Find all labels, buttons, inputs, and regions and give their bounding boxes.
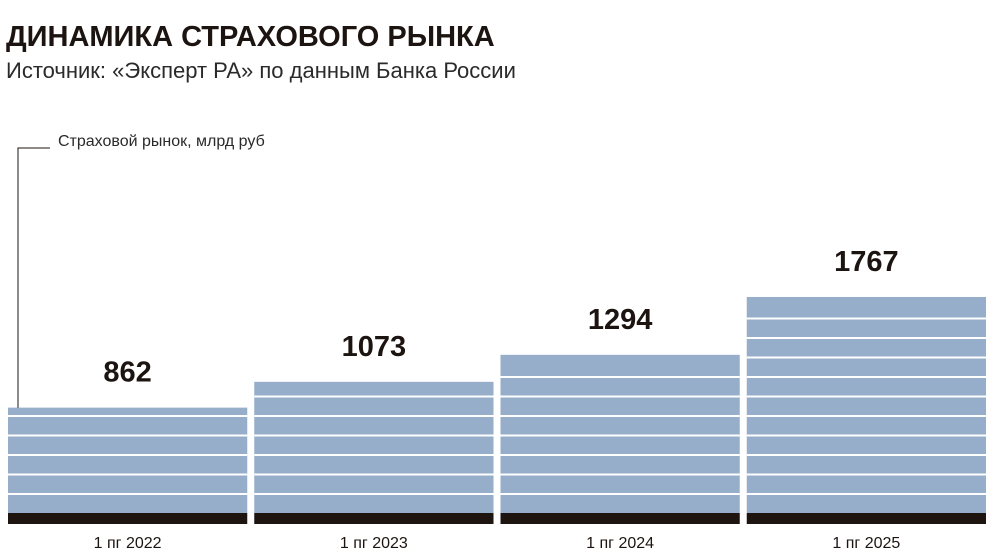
baseline-band — [8, 513, 248, 524]
annotation: Страховой рынок, млрд руб — [58, 133, 265, 150]
bar — [8, 407, 248, 513]
chart-subtitle: Источник: «Эксперт РА» по данным Банка Р… — [6, 58, 516, 83]
value-label: 1073 — [342, 331, 407, 363]
baseline-band — [500, 513, 740, 524]
x-tick-label: 1 пг 2025 — [832, 535, 900, 552]
value-label: 1294 — [588, 304, 653, 336]
value-label: 862 — [103, 357, 151, 389]
baseline-band — [254, 513, 494, 524]
x-tick-label: 1 пг 2022 — [94, 535, 162, 552]
x-tick-label: 1 пг 2023 — [340, 535, 408, 552]
chart-title: ДИНАМИКА СТРАХОВОГО РЫНКА — [6, 21, 495, 53]
bar — [500, 354, 740, 513]
value-label: 1767 — [834, 246, 899, 278]
baseline-band — [746, 513, 986, 524]
bar — [746, 297, 986, 513]
x-tick-label: 1 пг 2024 — [586, 535, 654, 552]
leader-line — [17, 147, 50, 408]
bar — [254, 381, 494, 513]
